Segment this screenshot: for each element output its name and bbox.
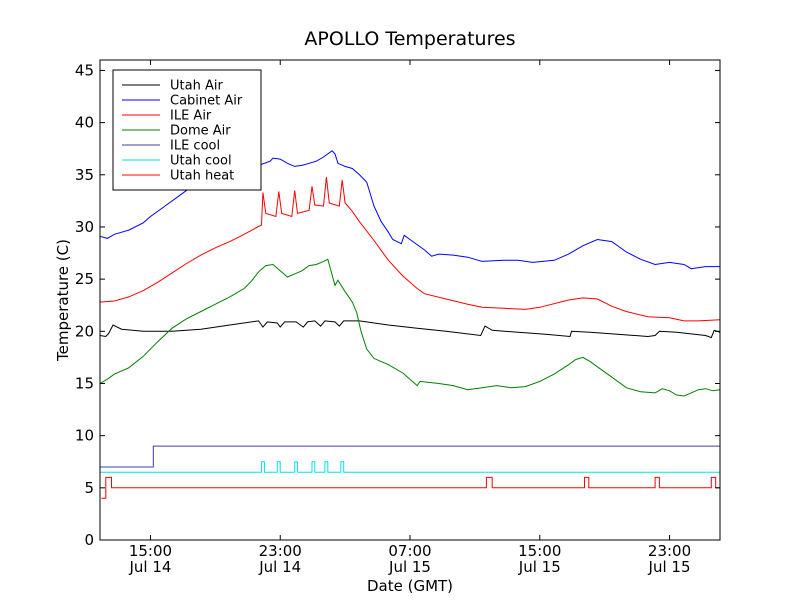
y-axis-label: Temperature (C) (54, 239, 72, 362)
y-tick-label: 30 (75, 218, 94, 236)
series-line-6 (100, 461, 720, 473)
x-axis-label: Date (GMT) (367, 577, 453, 595)
x-tick-date-label: Jul 14 (128, 558, 171, 576)
legend-label-1: Utah Air (170, 79, 223, 94)
legend-label-5: ILE cool (170, 139, 220, 154)
x-tick-time-label: 15:00 (518, 542, 561, 560)
x-tick-date-label: Jul 14 (258, 558, 301, 576)
series-line-3 (99, 176, 721, 322)
y-tick-label: 20 (75, 322, 94, 340)
y-tick-label: 15 (75, 374, 94, 392)
y-tick-label: 40 (75, 114, 94, 132)
legend-label-3: ILE Air (170, 109, 212, 124)
y-tick-label: 45 (75, 61, 94, 79)
series-line-7 (101, 476, 720, 499)
legend-label-4: Dome Air (170, 124, 231, 139)
y-tick-label: 25 (75, 270, 94, 288)
chart-title: APOLLO Temperatures (304, 28, 515, 50)
x-tick-date-label: Jul 15 (518, 558, 561, 576)
x-tick-time-label: 23:00 (259, 542, 302, 560)
legend-label-7: Utah heat (170, 169, 234, 184)
legend-label-6: Utah cool (170, 154, 232, 169)
series-line-4 (99, 258, 721, 397)
y-tick-label: 10 (75, 427, 94, 445)
x-tick-date-label: Jul 15 (388, 558, 431, 576)
legend-label-2: Cabinet Air (170, 94, 243, 109)
y-tick-label: 35 (75, 166, 94, 184)
x-tick-time-label: 07:00 (388, 542, 431, 560)
x-tick-date-label: Jul 15 (648, 558, 691, 576)
x-tick-time-label: 15:00 (129, 542, 172, 560)
y-tick-label: 0 (84, 531, 94, 549)
series-line-5 (100, 445, 720, 468)
y-tick-label: 5 (84, 479, 94, 497)
series-line-1 (99, 320, 721, 339)
x-tick-time-label: 23:00 (648, 542, 691, 560)
